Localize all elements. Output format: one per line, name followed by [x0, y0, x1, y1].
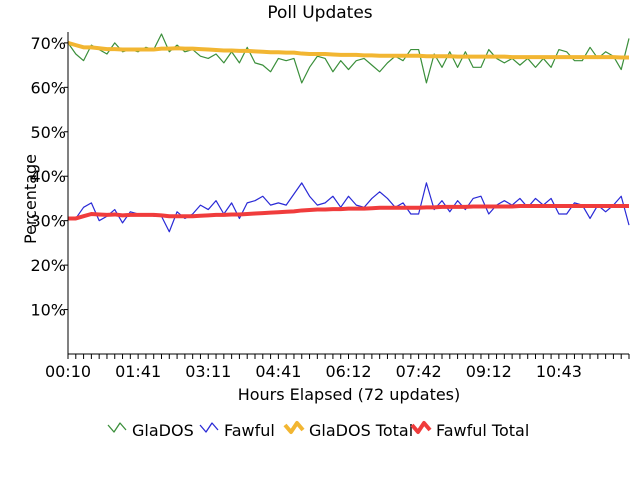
legend-label: Fawful	[224, 421, 275, 440]
x-axis-title: Hours Elapsed (72 updates)	[238, 385, 461, 404]
x-tick-label: 10:43	[536, 362, 582, 381]
legend-item-glados-total: GlaDOS Total	[283, 421, 413, 440]
legend-label: Fawful Total	[436, 421, 529, 440]
legend-item-fawful: Fawful	[199, 421, 275, 440]
y-tick-label: 60%	[30, 78, 66, 97]
y-tick-label: 30%	[30, 212, 66, 231]
legend-label: GlaDOS	[132, 421, 194, 440]
x-tick-label: 06:12	[325, 362, 371, 381]
y-tick-label: 40%	[30, 167, 66, 186]
legend: GlaDOS Fawful GlaDOS Total Fawful Total	[107, 421, 529, 440]
series-line-fawful-total	[68, 204, 629, 221]
x-tick-label: 04:41	[255, 362, 301, 381]
x-tick-label: 00:10	[45, 362, 91, 381]
y-tick-label: 10%	[30, 301, 66, 320]
legend-label: GlaDOS Total	[309, 421, 413, 440]
plot-area	[67, 33, 630, 233]
x-tick-label: 03:11	[185, 362, 231, 381]
legend-item-fawful-total: Fawful Total	[410, 421, 529, 440]
legend-item-glados: GlaDOS	[107, 421, 194, 440]
chart-title: Poll Updates	[267, 3, 372, 23]
series-line-glados	[67, 33, 630, 84]
y-tick-label: 70%	[30, 34, 66, 53]
axes: 10% 20% 30% 40% 50% 60% 70% 00:10 01:41 03:11 04:4…	[30, 32, 630, 381]
x-tick-label: 07:42	[396, 362, 442, 381]
y-tick-label: 20%	[30, 256, 66, 275]
legend-swatch	[199, 422, 219, 433]
legend-swatch	[107, 422, 127, 433]
series-line-glados-total	[67, 40, 629, 60]
y-tick-label: 50%	[30, 123, 66, 142]
x-tick-label: 09:12	[466, 362, 512, 381]
legend-swatch	[410, 421, 432, 434]
y-axis-title: Percentage	[21, 154, 40, 244]
x-tick-label: 01:41	[115, 362, 161, 381]
legend-swatch	[283, 421, 305, 434]
